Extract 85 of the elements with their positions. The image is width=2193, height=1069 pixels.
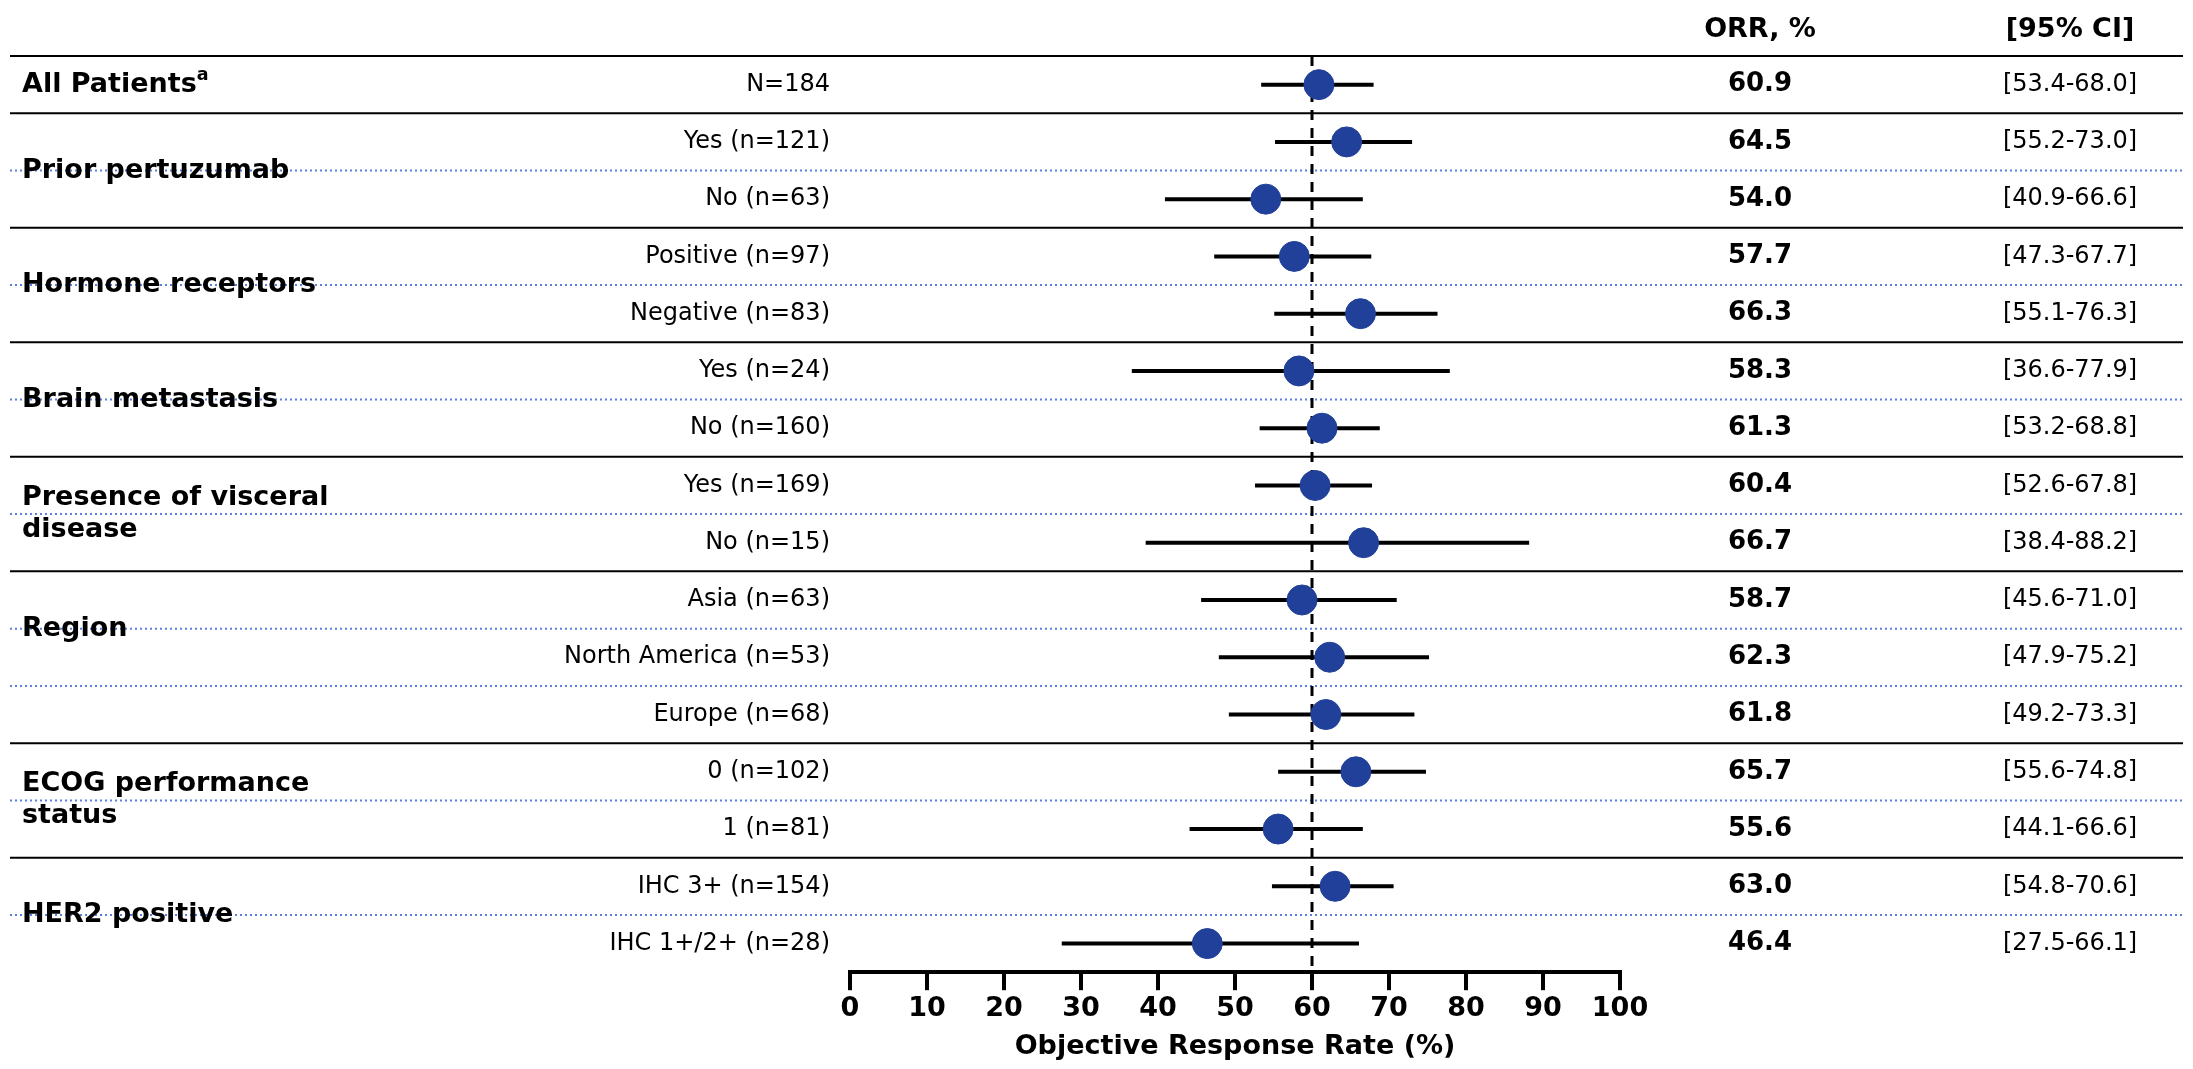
point: [1319, 870, 1351, 902]
x-tick-label: 100: [1591, 991, 1649, 1023]
data-label: 58.7: [1727, 582, 1793, 613]
text: [47.9-75.2]: [2002, 641, 2138, 670]
text: [55.1-76.3]: [2002, 297, 2138, 326]
point: [1283, 355, 1315, 387]
text: [52.6-67.8]: [2002, 469, 2138, 498]
y-tick-label: 0 (n=102): [707, 756, 830, 785]
x-tick-label: 40: [1139, 991, 1177, 1023]
x-tick-label: 90: [1524, 991, 1562, 1023]
point: [1310, 699, 1342, 731]
data-label: 62.3: [1727, 640, 1793, 671]
y-tick-label: Negative (n=83): [630, 297, 830, 326]
data-label: 61.8: [1727, 697, 1793, 728]
y-tick-label: Yes (n=121): [682, 126, 830, 155]
data-label: 57.7: [1727, 239, 1793, 270]
y2-tick-label: ECOG performance status: [22, 766, 310, 830]
data-label: 60.4: [1727, 468, 1793, 499]
y-tick-label: Positive (n=97): [645, 240, 830, 269]
text: [53.4-68.0]: [2002, 68, 2138, 97]
y-tick-label: No (n=160): [689, 412, 830, 441]
x-tick-label: 20: [985, 991, 1023, 1023]
point: [1262, 813, 1294, 845]
data-label: 58.3: [1727, 353, 1793, 384]
y-tick-label: IHC 3+ (n=154): [637, 870, 830, 899]
x-tick-label: 50: [1216, 991, 1254, 1023]
y2-tick-label: Hormone receptors: [22, 267, 317, 299]
x-tick-label: 80: [1447, 991, 1485, 1023]
y-tick-label: Asia (n=63): [687, 584, 830, 613]
text: [55.2-73.0]: [2002, 126, 2138, 155]
text: [95% CI]: [2005, 12, 2135, 44]
x-tick-label: 30: [1062, 991, 1100, 1023]
data-label: 54.0: [1727, 181, 1793, 212]
y2-tick-label: Presence of visceral disease: [22, 480, 329, 544]
data-label: 55.6: [1727, 811, 1793, 842]
text: [47.3-67.7]: [2002, 240, 2138, 269]
point: [1278, 240, 1310, 272]
text: [45.6-71.0]: [2002, 584, 2138, 613]
point: [1299, 469, 1331, 501]
point: [1348, 527, 1380, 559]
data-label: 63.0: [1727, 869, 1793, 900]
text: [44.1-66.6]: [2002, 813, 2138, 842]
data-label: 60.9: [1727, 67, 1793, 98]
y-tick-label: Yes (n=24): [698, 355, 830, 384]
point: [1286, 584, 1318, 616]
text: [40.9-66.6]: [2002, 183, 2138, 212]
point: [1331, 126, 1363, 158]
text: [36.6-77.9]: [2002, 355, 2138, 384]
point: [1250, 183, 1282, 215]
y-tick-label: 1 (n=81): [722, 813, 830, 842]
y2-tick-label: Prior pertuzumab: [22, 152, 290, 184]
data-label: 66.7: [1727, 525, 1793, 556]
y2-tick-label: Region: [22, 610, 128, 642]
text: [49.2-73.3]: [2002, 698, 2138, 727]
x-tick-label: 60: [1293, 991, 1331, 1023]
x-axis-title: Objective Response Rate (%): [1014, 1028, 1456, 1060]
y-tick-label: Europe (n=68): [653, 698, 830, 727]
point: [1340, 756, 1372, 788]
point: [1303, 69, 1335, 101]
point: [1314, 641, 1346, 673]
text: [53.2-68.8]: [2002, 412, 2138, 441]
y-tick-label: N=184: [746, 68, 830, 97]
text: [55.6-74.8]: [2002, 756, 2138, 785]
x-tick-label: 10: [908, 991, 946, 1023]
text: [54.8-70.6]: [2002, 870, 2138, 899]
point: [1191, 928, 1223, 960]
y2-tick-label: HER2 positive: [22, 896, 234, 928]
point: [1306, 412, 1338, 444]
x-tick-label: 70: [1370, 991, 1408, 1023]
text: [27.5-66.1]: [2002, 927, 2138, 956]
y-tick-label: IHC 1+/2+ (n=28): [609, 927, 830, 956]
text: ORR, %: [1704, 12, 1816, 44]
y-tick-label: No (n=15): [705, 526, 830, 555]
text: [38.4-88.2]: [2002, 526, 2138, 555]
data-label: 65.7: [1727, 754, 1793, 785]
data-label: 64.5: [1727, 124, 1793, 155]
y-tick-label: No (n=63): [705, 183, 830, 212]
y-tick-label: Yes (n=169): [682, 469, 830, 498]
y-tick-label: North America (n=53): [564, 641, 830, 670]
data-label: 66.3: [1727, 296, 1793, 327]
x-tick-label: 0: [840, 991, 860, 1023]
point: [1345, 298, 1377, 330]
data-label: 46.4: [1727, 926, 1793, 957]
data-label: 61.3: [1727, 410, 1793, 441]
y2-tick-label: Brain metastasis: [22, 381, 279, 413]
